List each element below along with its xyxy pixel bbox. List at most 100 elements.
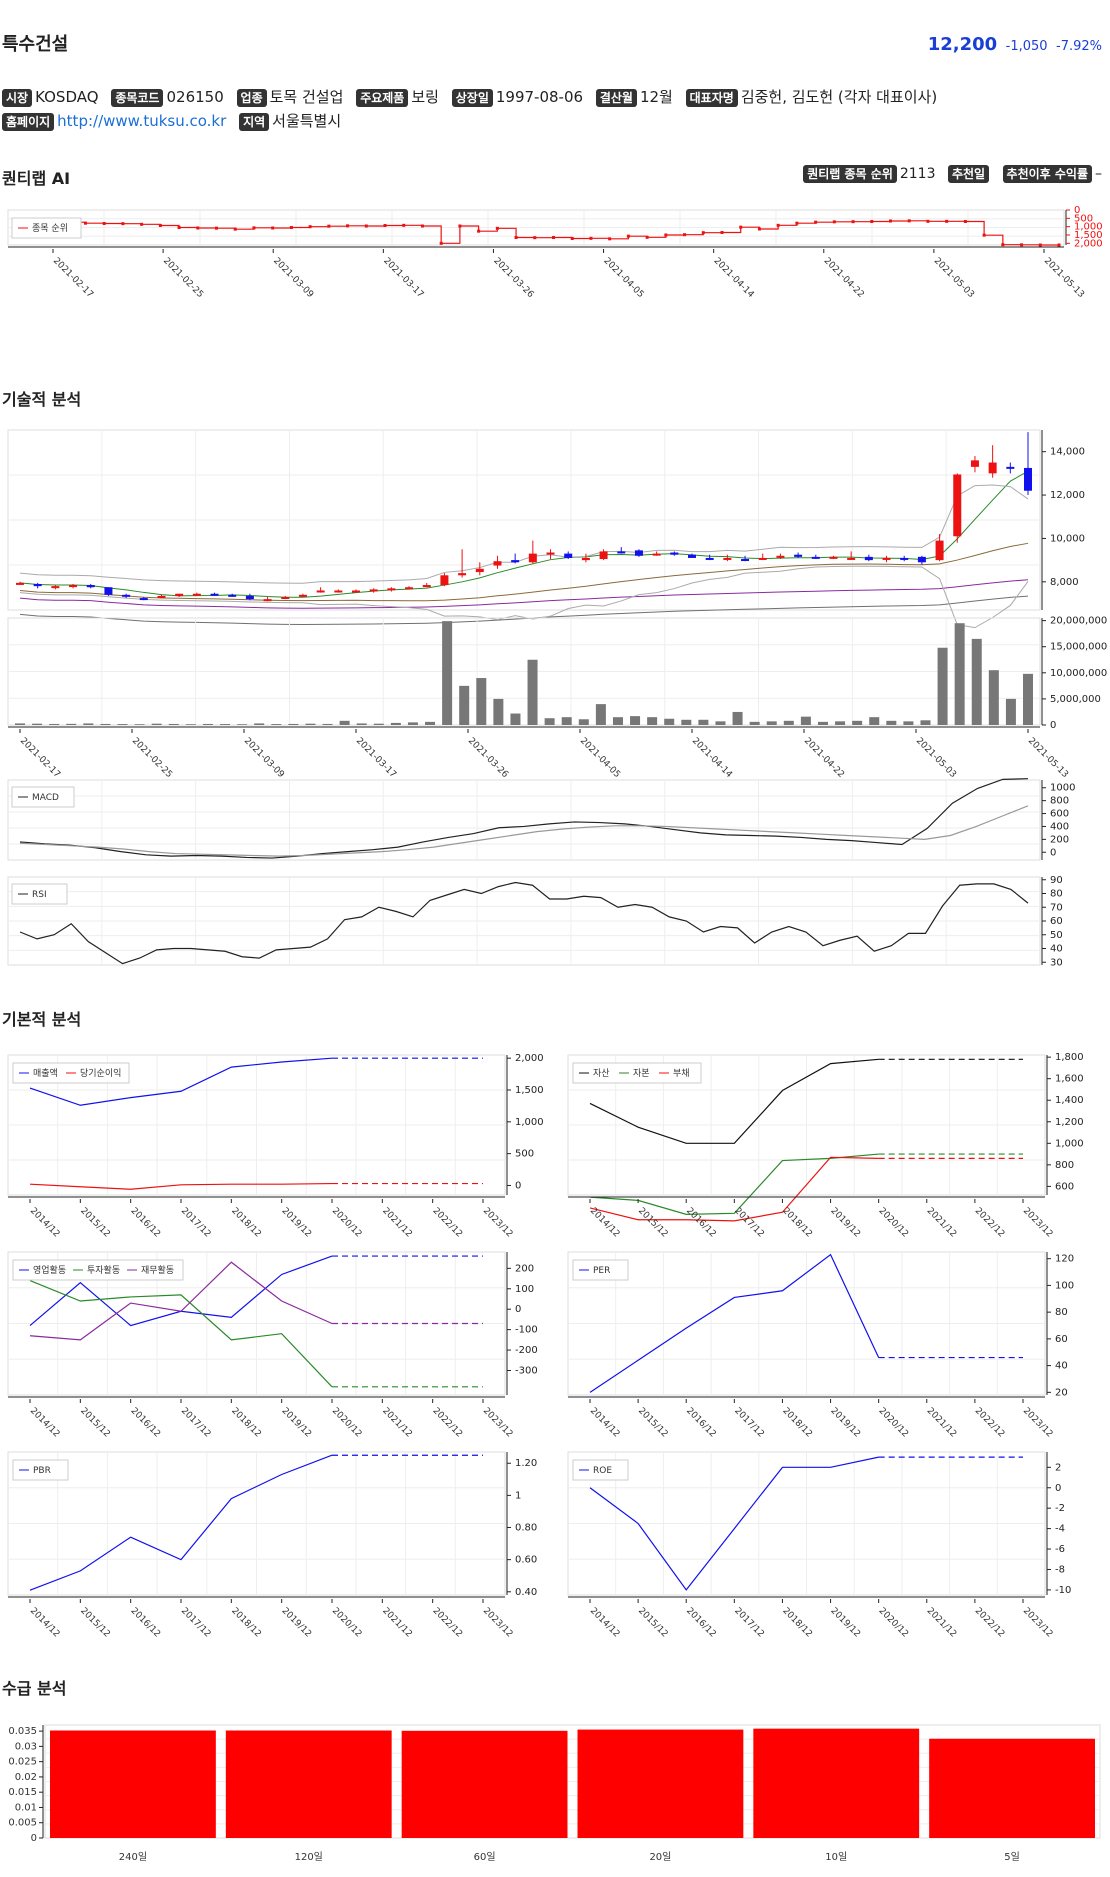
pbr-x-tick-label: 2018/12 bbox=[229, 1606, 263, 1640]
sales-x-tick-label: 2014/12 bbox=[28, 1206, 62, 1240]
rank-point bbox=[514, 236, 518, 239]
cashflow-y-tick-label: 200 bbox=[515, 1263, 534, 1274]
volume-bar bbox=[49, 723, 60, 725]
candle-body bbox=[104, 587, 113, 595]
per-PER-line bbox=[589, 1253, 880, 1393]
candle-body bbox=[758, 557, 767, 560]
supply-y-tick-label: 0.01 bbox=[15, 1802, 37, 1813]
rsi-legend bbox=[11, 883, 68, 905]
price-block: 12,200 -1,050 -7.92% bbox=[928, 34, 1102, 55]
rank-value: 2113 bbox=[899, 166, 936, 182]
volume-bar bbox=[1023, 673, 1033, 725]
candle-body bbox=[387, 588, 396, 591]
legend-label: 매출액 bbox=[33, 1067, 58, 1079]
candle-body bbox=[688, 554, 696, 558]
rec-return-tag: 추천이후 수익률 bbox=[1002, 165, 1092, 183]
per-x-tick-label: 2015/12 bbox=[636, 1406, 670, 1440]
candle-body bbox=[581, 557, 590, 561]
rank-x-tick-label: 2021-02-25 bbox=[161, 256, 205, 300]
roe-y-tick-label: -10 bbox=[1055, 1585, 1071, 1596]
stock-name: 특수건설 bbox=[2, 34, 69, 55]
volume-bar bbox=[254, 723, 265, 725]
per-x-tick-label: 2014/12 bbox=[588, 1406, 622, 1440]
rank-point bbox=[645, 235, 649, 239]
volume-bar bbox=[886, 720, 897, 725]
moving-average-line bbox=[19, 595, 1029, 625]
candle-body bbox=[935, 540, 944, 561]
candle-body bbox=[86, 585, 95, 588]
balance-y-tick-label: 1,000 bbox=[1055, 1138, 1084, 1149]
candle-body bbox=[334, 590, 343, 593]
balance-x-tick-label: 2016/12 bbox=[684, 1206, 718, 1240]
volume-bar bbox=[100, 723, 111, 725]
pbr-x-tick-label: 2016/12 bbox=[129, 1606, 163, 1640]
rank-point bbox=[102, 222, 106, 225]
cashflow-x-tick-label: 2023/12 bbox=[481, 1406, 515, 1440]
candle-body bbox=[511, 560, 520, 563]
rsi-y-tick-label: 40 bbox=[1050, 944, 1063, 955]
macd-frame bbox=[7, 779, 1041, 861]
rank-point bbox=[383, 224, 387, 227]
rank-point bbox=[851, 220, 855, 224]
legend-label: 자본 bbox=[633, 1068, 650, 1079]
supply-bar bbox=[50, 1730, 216, 1838]
rank-point bbox=[963, 220, 967, 223]
supply-bar bbox=[929, 1738, 1095, 1838]
candle-body bbox=[564, 553, 573, 558]
volume-bar bbox=[493, 698, 504, 725]
market-value: KOSDAQ bbox=[35, 88, 99, 106]
per-y-tick-label: 80 bbox=[1055, 1307, 1068, 1318]
balance-부채-line bbox=[589, 1156, 879, 1222]
candle-body bbox=[157, 595, 166, 598]
per-x-tick-label: 2022/12 bbox=[973, 1406, 1007, 1440]
ceo-value: 김중헌, 김도헌 (각자 대표이사) bbox=[740, 88, 938, 106]
section-supply: 수급 분석 bbox=[2, 1679, 67, 1698]
supply-y-tick-label: 0.03 bbox=[15, 1741, 37, 1752]
rec-date-tag: 추천일 bbox=[947, 165, 990, 183]
homepage-link[interactable]: http://www.tuksu.co.kr bbox=[57, 112, 227, 130]
industry-value: 토목 건설업 bbox=[269, 88, 344, 106]
rank-point bbox=[1001, 243, 1005, 247]
rank-point bbox=[870, 220, 874, 223]
candle-body bbox=[51, 586, 60, 589]
roe-x-tick-label: 2016/12 bbox=[684, 1606, 718, 1640]
rank-y-tick-label: 2,000 bbox=[1074, 238, 1103, 249]
candle-body bbox=[192, 593, 201, 596]
candle-body bbox=[316, 590, 325, 593]
volume-bar bbox=[630, 716, 641, 725]
balance-y-tick-label: 800 bbox=[1055, 1160, 1074, 1171]
cashflow-legend bbox=[12, 1259, 184, 1281]
candle-body bbox=[122, 594, 131, 597]
legend-label: 재무활동 bbox=[141, 1264, 174, 1276]
candle-body bbox=[864, 556, 873, 561]
candle-body bbox=[422, 585, 431, 588]
volume-frame bbox=[7, 617, 1041, 726]
cashflow-y-tick-label: -300 bbox=[515, 1365, 538, 1376]
candle-body bbox=[794, 554, 803, 557]
volume-x-tick-label: 2021-03-09 bbox=[242, 736, 286, 780]
roe-x-tick-label: 2018/12 bbox=[780, 1606, 814, 1640]
per-x-tick-label: 2016/12 bbox=[684, 1406, 718, 1440]
rank-point bbox=[495, 226, 499, 230]
market-tag: 시장 bbox=[2, 89, 33, 107]
volume-bar bbox=[476, 678, 487, 725]
rank-point bbox=[1038, 243, 1042, 247]
legend-label: 종목 순위 bbox=[32, 223, 68, 234]
rank-point bbox=[271, 226, 275, 230]
roe-y-tick-label: 0 bbox=[1055, 1483, 1061, 1494]
code-tag: 종목코드 bbox=[111, 89, 164, 107]
rank-point bbox=[739, 225, 743, 229]
sales-frame bbox=[7, 1054, 506, 1196]
price-volume-chart: 8,000 10,000 12,000 14,000 0 5,000,000 10,000,… bbox=[7, 429, 1107, 780]
rank-point bbox=[608, 237, 612, 241]
rank-tag: 퀀티랩 종목 순위 bbox=[803, 165, 897, 183]
cashflow-y-tick-label: 0 bbox=[515, 1304, 521, 1315]
candle-body bbox=[528, 553, 537, 563]
candle-body bbox=[1006, 466, 1015, 469]
balance-x-tick-label: 2019/12 bbox=[828, 1206, 862, 1240]
supply-frame bbox=[44, 1724, 1101, 1839]
volume-y-tick-label: 20,000,000 bbox=[1050, 616, 1107, 627]
cashflow-x-tick-label: 2015/12 bbox=[78, 1406, 112, 1440]
per-x-tick-label: 2017/12 bbox=[732, 1406, 766, 1440]
